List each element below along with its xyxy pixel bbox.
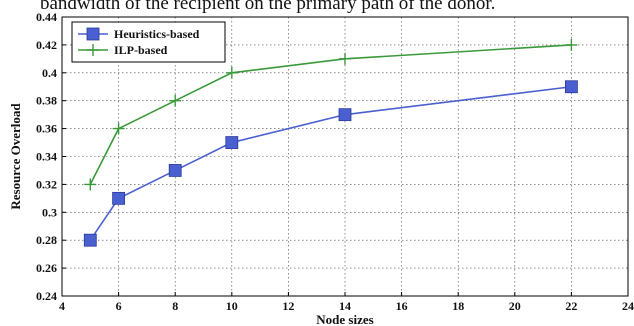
x-tick-label: 16 — [396, 299, 408, 313]
data-point-ilp-based — [225, 66, 238, 79]
x-tick-label: 24 — [622, 299, 634, 313]
legend-marker-ilp-based — [87, 44, 99, 56]
series-line-ilp-based — [89, 44, 572, 185]
y-tick-label: 0.3 — [42, 205, 57, 219]
y-tick-label: 0.26 — [36, 261, 57, 275]
x-tick-label: 8 — [172, 299, 178, 313]
x-axis-title: Node sizes — [316, 312, 373, 326]
legend-label-heuristics-based: Heuristics-based — [114, 27, 200, 41]
y-tick-label: 0.44 — [36, 10, 57, 24]
data-point-ilp-based — [112, 122, 125, 135]
data-point-ilp-based — [565, 38, 578, 51]
x-tick-label: 6 — [116, 299, 122, 313]
data-point-heuristics-based — [565, 80, 578, 94]
y-tick-label: 0.4 — [42, 66, 57, 80]
caption-fragment: bandwidth of the recipient on the primar… — [40, 0, 495, 14]
ticks: 4 6 8 10 12 14 16 18 20 22 24 0.24 0.26 0.28 0.3 0.32 0.… — [36, 10, 634, 313]
y-tick-label: 0.32 — [36, 177, 57, 191]
legend-marker-heuristics-based — [86, 27, 100, 41]
legend-label-ilp-based: ILP-based — [114, 43, 168, 57]
x-tick-label: 14 — [339, 299, 351, 313]
x-tick-label: 12 — [282, 299, 294, 313]
x-tick-label: 20 — [509, 299, 521, 313]
x-tick-label: 22 — [565, 299, 577, 313]
data-point-heuristics-based — [112, 191, 125, 205]
series-layer — [83, 38, 578, 247]
x-tick-label: 18 — [452, 299, 464, 313]
y-tick-label: 0.28 — [36, 233, 57, 247]
series-line-heuristics-based — [89, 85, 572, 241]
legend: Heuristics-based ILP-based — [71, 21, 226, 63]
data-point-heuristics-based — [225, 136, 239, 149]
data-point-ilp-based — [169, 94, 182, 107]
data-point-ilp-based — [84, 178, 97, 191]
y-tick-label: 0.24 — [36, 289, 57, 303]
y-tick-label: 0.38 — [36, 94, 57, 108]
y-axis-title: Resource Overload — [8, 103, 23, 210]
grid — [62, 17, 628, 296]
x-tick-label: 4 — [59, 299, 65, 313]
y-tick-label: 0.36 — [36, 122, 57, 136]
data-point-ilp-based — [339, 52, 351, 65]
y-tick-label: 0.34 — [36, 150, 57, 164]
data-point-heuristics-based — [83, 233, 97, 247]
data-point-heuristics-based — [168, 164, 182, 177]
y-tick-label: 0.42 — [36, 38, 57, 52]
data-point-heuristics-based — [338, 108, 352, 122]
x-tick-label: 10 — [226, 299, 238, 313]
